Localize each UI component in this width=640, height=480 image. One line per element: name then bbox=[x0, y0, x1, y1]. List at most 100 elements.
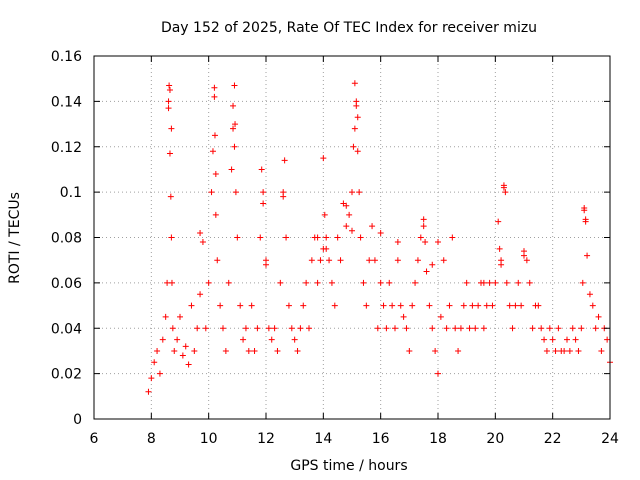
data-point bbox=[212, 170, 219, 177]
data-point bbox=[595, 313, 602, 320]
data-point bbox=[403, 325, 410, 332]
data-point bbox=[154, 347, 161, 354]
chart-title: Day 152 of 2025, Rate Of TEC Index for r… bbox=[161, 20, 537, 36]
data-point bbox=[489, 302, 496, 309]
data-point bbox=[234, 234, 241, 241]
data-point bbox=[188, 302, 195, 309]
data-point bbox=[420, 216, 427, 223]
x-tick-label: 10 bbox=[200, 431, 218, 447]
data-point bbox=[420, 223, 427, 230]
data-point bbox=[509, 325, 516, 332]
data-point bbox=[194, 325, 201, 332]
data-point bbox=[165, 105, 172, 112]
x-tick-label: 18 bbox=[429, 431, 447, 447]
data-point bbox=[177, 313, 183, 320]
data-point bbox=[435, 239, 441, 246]
data-point bbox=[237, 302, 244, 309]
data-point bbox=[356, 189, 363, 196]
data-point bbox=[245, 347, 252, 354]
data-point bbox=[535, 302, 542, 309]
data-point bbox=[429, 261, 436, 268]
data-point bbox=[169, 325, 176, 332]
data-point bbox=[506, 302, 513, 309]
data-point bbox=[306, 325, 312, 332]
data-point bbox=[197, 291, 204, 298]
data-point bbox=[230, 125, 237, 132]
data-point bbox=[349, 189, 355, 196]
data-point bbox=[526, 279, 533, 286]
data-point bbox=[371, 257, 378, 264]
data-point bbox=[268, 336, 275, 343]
data-point bbox=[258, 166, 265, 173]
data-point bbox=[277, 279, 284, 286]
data-point bbox=[232, 121, 239, 128]
data-point bbox=[435, 370, 441, 377]
data-point bbox=[555, 325, 562, 332]
data-point bbox=[569, 325, 576, 332]
data-point bbox=[337, 257, 344, 264]
data-point bbox=[437, 313, 444, 320]
data-point bbox=[546, 325, 553, 332]
data-point bbox=[323, 245, 330, 252]
data-point bbox=[432, 347, 439, 354]
data-point bbox=[185, 361, 192, 368]
data-point bbox=[578, 325, 585, 332]
y-tick-label: 0.06 bbox=[51, 276, 82, 292]
x-tick-label: 24 bbox=[601, 431, 619, 447]
x-tick-label: 22 bbox=[544, 431, 562, 447]
y-axis-label: ROTI / TECUs bbox=[7, 192, 23, 284]
data-point bbox=[586, 291, 593, 298]
data-point bbox=[561, 347, 568, 354]
data-point bbox=[449, 234, 456, 241]
data-point bbox=[463, 279, 470, 286]
data-point bbox=[455, 347, 462, 354]
data-point bbox=[480, 279, 487, 286]
data-point bbox=[334, 234, 341, 241]
data-point bbox=[495, 218, 502, 225]
data-point bbox=[166, 87, 173, 94]
x-tick-label: 14 bbox=[314, 431, 332, 447]
data-point bbox=[166, 82, 173, 89]
data-point bbox=[472, 325, 479, 332]
data-point bbox=[211, 132, 218, 139]
data-point bbox=[460, 302, 467, 309]
data-point bbox=[406, 347, 413, 354]
data-point bbox=[389, 302, 396, 309]
data-point bbox=[208, 189, 215, 196]
data-point bbox=[274, 347, 281, 354]
data-point bbox=[598, 347, 605, 354]
data-point bbox=[209, 148, 216, 155]
data-point bbox=[354, 114, 361, 121]
data-point bbox=[343, 202, 350, 209]
data-point bbox=[165, 98, 172, 105]
data-point bbox=[414, 257, 421, 264]
data-point bbox=[584, 252, 591, 259]
data-point bbox=[483, 302, 490, 309]
data-point bbox=[549, 336, 556, 343]
data-point bbox=[174, 336, 181, 343]
data-point bbox=[357, 234, 364, 241]
data-point bbox=[394, 257, 401, 264]
data-point bbox=[242, 325, 249, 332]
data-point bbox=[589, 302, 596, 309]
data-point bbox=[353, 102, 360, 109]
data-point bbox=[503, 279, 510, 286]
data-point bbox=[604, 336, 611, 343]
data-point bbox=[297, 325, 304, 332]
axes-layer: 6 8 10 12 14 16 18 20 22 24 0 0.02 0.04 0.06 0.08 0.1 0.… bbox=[51, 49, 619, 447]
data-point bbox=[240, 336, 247, 343]
data-point bbox=[500, 182, 507, 189]
data-point bbox=[281, 157, 288, 164]
data-point bbox=[351, 80, 358, 87]
data-point bbox=[168, 279, 175, 286]
data-point bbox=[323, 234, 330, 241]
data-point bbox=[429, 325, 436, 332]
data-point bbox=[386, 279, 393, 286]
data-point bbox=[354, 148, 361, 155]
data-point bbox=[496, 245, 503, 252]
data-point bbox=[575, 347, 582, 354]
data-point bbox=[166, 150, 173, 157]
data-point bbox=[374, 325, 381, 332]
data-point bbox=[469, 302, 476, 309]
